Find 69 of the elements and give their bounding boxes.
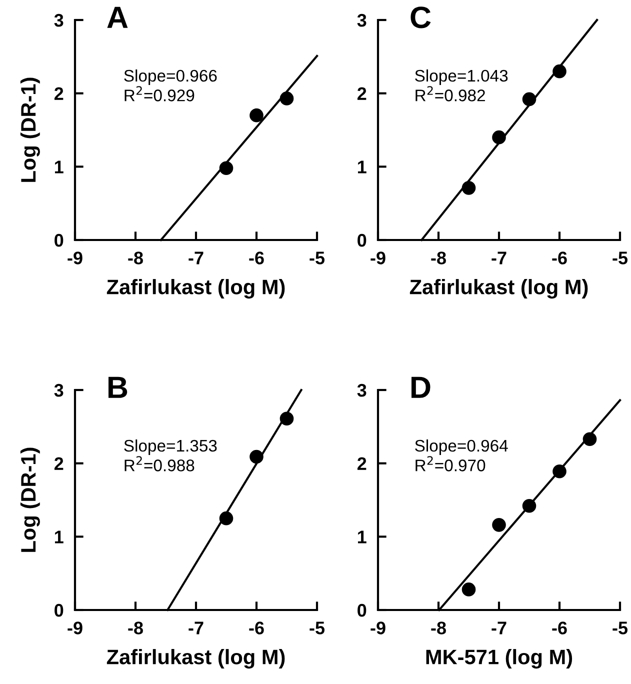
y-tick-label: 3 bbox=[54, 14, 64, 27]
y-tick-label: 3 bbox=[357, 14, 366, 27]
annotation: Slope=1.043 bbox=[415, 69, 508, 85]
annotation: Slope=0.966 bbox=[124, 69, 217, 85]
y-tick-label: 1 bbox=[54, 160, 64, 174]
y-tick-label: 1 bbox=[358, 160, 366, 174]
point bbox=[280, 92, 294, 106]
y-tick-label: 1 bbox=[54, 530, 64, 544]
x-tick-label: -8 bbox=[128, 252, 143, 264]
x-tick-label: -5 bbox=[612, 252, 628, 264]
x-tick-label: -9 bbox=[68, 252, 82, 264]
y-axis-title: Log (DR-1) bbox=[20, 78, 40, 182]
point bbox=[462, 582, 476, 596]
y-tick-label: 0 bbox=[358, 604, 366, 617]
annotation: Slope=1.353 bbox=[124, 439, 217, 455]
y-tick-label: 3 bbox=[54, 384, 64, 397]
x-tick-label: -6 bbox=[249, 252, 264, 264]
point bbox=[522, 498, 536, 513]
point bbox=[462, 181, 476, 195]
x-tick-label: -9 bbox=[370, 622, 386, 634]
y-tick-label: 3 bbox=[357, 384, 366, 397]
point bbox=[492, 518, 506, 532]
x-axis-title: Zafirlukast (log M) bbox=[410, 279, 588, 299]
x-tick-label: -9 bbox=[68, 622, 82, 634]
x-tick-label: -8 bbox=[431, 252, 446, 264]
y-tick-label: 2 bbox=[357, 457, 366, 470]
x-tick-label: -7 bbox=[188, 252, 204, 264]
x-tick-label: -8 bbox=[431, 622, 446, 634]
point bbox=[250, 450, 264, 464]
x-tick-label: -5 bbox=[310, 622, 325, 634]
x-axis-title: Zafirlukast (log M) bbox=[106, 279, 285, 299]
x-tick-label: -5 bbox=[310, 252, 325, 264]
point bbox=[552, 464, 566, 478]
y-tick-label: 2 bbox=[54, 457, 64, 470]
point bbox=[552, 64, 566, 78]
point bbox=[522, 92, 536, 106]
chart-title: D bbox=[412, 376, 430, 398]
x-tick-label: -9 bbox=[370, 252, 386, 264]
point bbox=[219, 161, 234, 176]
x-tick-label: -8 bbox=[128, 622, 143, 634]
annotation: R$^{2}$=0.929 bbox=[124, 86, 194, 102]
y-tick-label: 2 bbox=[54, 87, 64, 100]
x-tick-label: -7 bbox=[492, 252, 506, 264]
x-tick-label: -7 bbox=[188, 622, 204, 634]
x-axis-title: MK-571 (log M) bbox=[426, 649, 572, 669]
x-tick-label: -6 bbox=[552, 622, 567, 634]
point bbox=[219, 511, 234, 526]
x-tick-label: -6 bbox=[552, 252, 567, 264]
annotation: R$^{2}$=0.988 bbox=[124, 456, 194, 472]
y-tick-label: 0 bbox=[358, 234, 366, 247]
x-tick-label: -6 bbox=[249, 622, 264, 634]
annotation: R$^{2}$=0.982 bbox=[416, 86, 485, 102]
x-axis-title: Zafirlukast (log M) bbox=[106, 649, 285, 669]
annotation: Slope=0.964 bbox=[415, 439, 508, 455]
x-tick-label: -5 bbox=[612, 622, 628, 634]
point bbox=[250, 108, 264, 122]
chart-title: A bbox=[107, 6, 128, 28]
y-tick-label: 0 bbox=[54, 604, 64, 617]
point bbox=[280, 412, 294, 426]
y-tick-label: 2 bbox=[357, 87, 366, 100]
y-tick-label: 0 bbox=[54, 234, 64, 247]
y-axis-title: Log (DR-1) bbox=[20, 448, 40, 552]
point bbox=[492, 130, 506, 144]
chart-title: C bbox=[410, 6, 431, 28]
point bbox=[582, 432, 597, 446]
x-tick-label: -7 bbox=[492, 622, 506, 634]
annotation: R$^{2}$=0.970 bbox=[416, 456, 486, 472]
chart-title: B bbox=[108, 376, 128, 398]
y-tick-label: 1 bbox=[358, 530, 366, 544]
